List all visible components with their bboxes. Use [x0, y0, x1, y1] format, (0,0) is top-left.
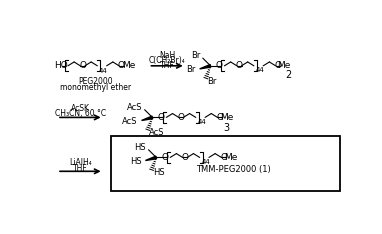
Text: C(CH₂Br)₄: C(CH₂Br)₄	[149, 56, 186, 65]
Text: AcSK: AcSK	[71, 104, 90, 113]
Text: 44: 44	[99, 68, 108, 74]
Text: O: O	[178, 113, 185, 122]
Text: LiAlH₄: LiAlH₄	[69, 158, 92, 167]
Text: 44: 44	[201, 159, 210, 165]
Text: 44: 44	[197, 119, 206, 125]
Text: HS: HS	[153, 168, 165, 177]
Text: Me: Me	[277, 61, 291, 70]
Text: O: O	[157, 113, 164, 122]
Text: O: O	[118, 61, 125, 70]
Polygon shape	[146, 156, 157, 161]
Text: THF: THF	[73, 164, 88, 173]
Text: O: O	[236, 61, 243, 70]
Bar	[110, 136, 340, 191]
Text: HS: HS	[134, 143, 146, 152]
Text: O: O	[274, 61, 282, 70]
Text: O: O	[79, 61, 86, 70]
Text: CH₃CN, 60 °C: CH₃CN, 60 °C	[55, 109, 106, 118]
Text: AcS: AcS	[122, 117, 138, 126]
Text: AcS: AcS	[127, 103, 142, 112]
Text: PEG2000: PEG2000	[78, 77, 113, 86]
Text: Br: Br	[207, 77, 217, 86]
Text: HS: HS	[130, 157, 141, 166]
Text: AcS: AcS	[149, 128, 165, 137]
Text: Me: Me	[224, 153, 237, 162]
Text: Me: Me	[121, 61, 135, 70]
Text: THF: THF	[160, 61, 175, 70]
Text: O: O	[215, 61, 223, 70]
Text: NaH: NaH	[159, 51, 175, 59]
Text: O: O	[220, 153, 227, 162]
Text: 3: 3	[223, 123, 229, 133]
Text: 44: 44	[256, 67, 264, 73]
Polygon shape	[141, 116, 153, 121]
Text: Br: Br	[186, 65, 196, 74]
Text: O: O	[181, 153, 188, 162]
Polygon shape	[200, 65, 211, 69]
Text: O: O	[161, 153, 168, 162]
Text: 2: 2	[285, 70, 291, 80]
Text: O: O	[216, 113, 223, 122]
Text: Br: Br	[191, 51, 201, 60]
Text: TMM-PEG2000 (1): TMM-PEG2000 (1)	[196, 165, 271, 174]
Text: HO: HO	[54, 61, 68, 70]
Text: Me: Me	[220, 113, 233, 122]
Text: monomethyl ether: monomethyl ether	[60, 83, 131, 92]
